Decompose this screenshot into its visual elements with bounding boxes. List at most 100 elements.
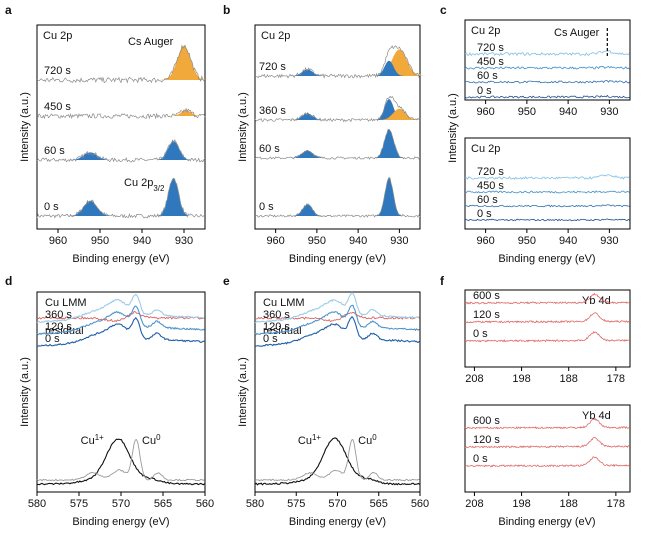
panel-a-peak-2-0 — [165, 110, 207, 116]
panel-c-top-xtick-label-0: 960 — [476, 106, 494, 118]
panel-b-peak-3-1 — [370, 60, 408, 76]
panel-f-top-series-0 — [464, 330, 630, 343]
panel-b-series-1 — [254, 128, 421, 160]
panel-a-title: Cu 2p — [43, 30, 72, 42]
panel-c-bottom-xtick-label-1: 950 — [518, 235, 536, 247]
panel-b-series-3 — [254, 45, 421, 79]
panel-b-xtick-label-1: 950 — [308, 235, 326, 247]
panel-f-top-xtick-label-3: 178 — [607, 373, 625, 385]
panel-c-bottom-series-label-3: 720 s — [477, 166, 504, 178]
panel-f-top-title: Yb 4d — [582, 295, 611, 307]
panel-c-xlabel: Binding energy (eV) — [498, 253, 595, 265]
panel-f-bottom-title: Yb 4d — [582, 410, 611, 422]
panel-c-top-series-0 — [464, 94, 630, 99]
panel-f-bottom-series-0 — [464, 456, 630, 468]
panel-e-series-0 — [254, 315, 420, 347]
panel-d-lmm-label: Cu LMM — [45, 297, 87, 309]
panel-letter-f: f — [440, 274, 445, 288]
panel-a-series-1 — [36, 139, 206, 163]
panel-c-bottom-series-0 — [464, 218, 630, 222]
panel-c-bottom-series-label-1: 60 s — [477, 194, 498, 206]
panel-c-top-xtick-label-2: 940 — [559, 106, 577, 118]
panel-c-bottom-series-label-0: 0 s — [477, 208, 492, 220]
panel-f-bottom-series-1 — [464, 436, 630, 449]
panel-c-bottom-title: Cu 2p — [471, 143, 500, 155]
panel-e-ylabel: Intensity (a.u.) — [237, 357, 249, 427]
panel-letter-e: e — [223, 274, 230, 288]
panel-b-peak-2-0 — [370, 99, 408, 120]
panel-c-bottom-series-1 — [464, 204, 630, 208]
panel-c-top-series-3 — [464, 49, 630, 57]
panel-d-series-2 — [36, 293, 205, 323]
panel-f-top-frame — [464, 289, 631, 368]
panel-a-xtick-label-3: 930 — [175, 235, 193, 247]
panel-e-series-label-0: 0 s — [263, 333, 278, 345]
panel-b-series-label-1: 60 s — [259, 143, 280, 155]
panel-d-xtick-label-3: 565 — [154, 498, 172, 510]
panel-c-top-series-label-2: 450 s — [477, 56, 504, 68]
panel-c-top-xtick-label-1: 950 — [518, 106, 536, 118]
panel-b-peak-3-0 — [369, 49, 430, 76]
panel-f-top-series-2 — [464, 292, 630, 305]
panel-d-annot-cu0: Cu0 — [142, 433, 161, 448]
panel-f-bottom-series-label-2: 600 s — [473, 415, 500, 427]
panel-letter-d: d — [5, 274, 12, 288]
panel-e-xlabel: Binding energy (eV) — [289, 516, 386, 528]
panel-f-top-xtick-label-0: 208 — [465, 373, 483, 385]
panel-e-residual-line — [254, 311, 420, 323]
panel-b-xtick-label-0: 960 — [266, 235, 284, 247]
panel-f-bottom-series-label-1: 120 s — [473, 434, 500, 446]
panel-e-ref-cu0 — [254, 438, 420, 482]
panel-letter-c: c — [440, 3, 447, 17]
panel-c-bottom-frame — [464, 137, 631, 230]
panel-f-top-series-1 — [464, 312, 630, 324]
panel-d-series-label-1: 120 s — [45, 321, 72, 333]
panel-c-bottom-xtick-label-0: 960 — [476, 235, 494, 247]
panel-b-peak-1-0 — [370, 129, 408, 158]
panel-a-peak-0-0 — [153, 178, 194, 216]
panel-d-series-label-2: 360 s — [45, 309, 72, 321]
panel-d-ylabel: Intensity (a.u.) — [19, 357, 31, 427]
panel-letter-b: b — [223, 3, 230, 17]
panel-b-peak-1-1 — [285, 150, 329, 158]
panel-f-top-series-label-2: 600 s — [473, 290, 500, 302]
panel-d-residual-line — [36, 311, 205, 323]
panel-f-top-series-label-0: 0 s — [473, 328, 488, 340]
panel-a-series-label-2: 450 s — [44, 101, 71, 113]
panel-f-bottom-series-2 — [464, 417, 630, 430]
panel-c-top-series-2 — [464, 65, 630, 70]
panel-f-top-xtick-label-2: 188 — [560, 373, 578, 385]
panel-a-xtick-label-0: 960 — [49, 235, 67, 247]
panel-a-annot-cu2p32: Cu 2p3/2 — [124, 177, 164, 193]
panel-b-peak-2-1 — [374, 108, 425, 120]
panel-c-bottom-xtick-label-3: 930 — [600, 235, 618, 247]
panel-b-series-label-3: 720 s — [259, 61, 286, 73]
panel-b-series-0 — [254, 176, 421, 218]
panel-a-annot-cs-auger: Cs Auger — [128, 36, 174, 48]
panel-c-annot-cs-auger: Cs Auger — [554, 27, 600, 39]
panel-b-peak-2-2 — [285, 113, 329, 120]
panel-b-peak-3-2 — [285, 69, 329, 76]
panel-d-series-0 — [36, 316, 205, 347]
panel-e-xtick-label-2: 570 — [328, 498, 346, 510]
panel-e-residual-label: residual — [263, 325, 302, 337]
panel-a-series-label-0: 0 s — [44, 201, 59, 213]
panel-c-top-series-label-1: 60 s — [477, 70, 498, 82]
panel-f-bottom-xtick-label-1: 198 — [512, 498, 530, 510]
panel-c-ylabel: Intensity (a.u.) — [447, 93, 459, 163]
panel-b-series-2 — [254, 95, 421, 123]
panel-c-top-series-label-0: 0 s — [477, 85, 492, 97]
panel-b-xlabel: Binding energy (eV) — [289, 253, 386, 265]
panel-e-xtick-label-0: 580 — [246, 498, 264, 510]
panel-a-series-2 — [36, 107, 206, 120]
panel-f-bottom-xtick-label-2: 188 — [560, 498, 578, 510]
panel-c-bottom-series-label-2: 450 s — [477, 180, 504, 192]
panel-b-peak-0-1 — [287, 204, 328, 216]
panel-c-top-series-label-3: 720 s — [477, 42, 504, 54]
panel-b-peak-0-0 — [372, 178, 406, 216]
panel-a-peak-0-1 — [63, 200, 118, 216]
panel-a-ylabel: Intensity (a.u.) — [19, 92, 31, 162]
panel-c-bottom-series-2 — [464, 190, 630, 194]
panel-a-peak-1-0 — [151, 141, 196, 160]
